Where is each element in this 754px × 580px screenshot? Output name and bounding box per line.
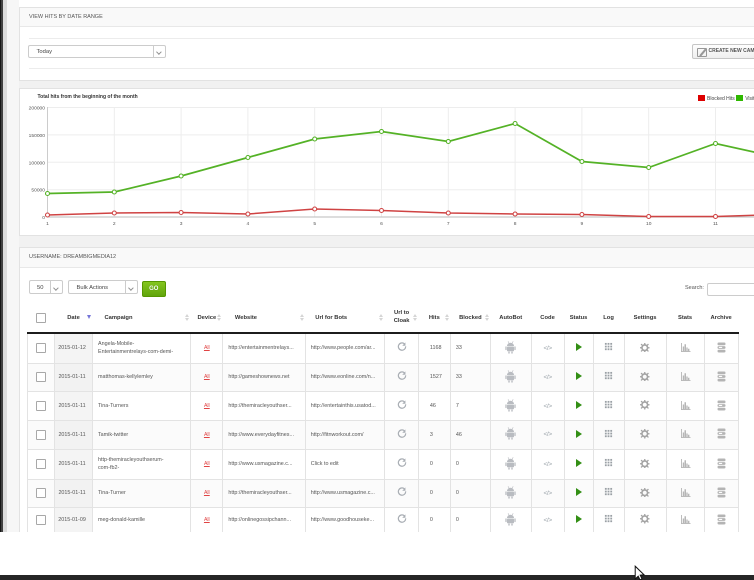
svg-text:11: 11 — [712, 221, 717, 227]
svg-text:3: 3 — [179, 221, 182, 227]
svg-text:200000: 200000 — [28, 105, 45, 111]
svg-text:2: 2 — [112, 221, 115, 227]
svg-text:10: 10 — [645, 221, 651, 227]
svg-text:1: 1 — [46, 221, 49, 227]
svg-text:8: 8 — [513, 221, 516, 227]
svg-text:150000: 150000 — [28, 132, 45, 138]
svg-text:7: 7 — [446, 221, 449, 227]
svg-text:50000: 50000 — [31, 187, 45, 193]
svg-text:100000: 100000 — [28, 160, 45, 166]
svg-text:0: 0 — [42, 215, 45, 221]
svg-text:6: 6 — [380, 221, 383, 227]
svg-text:5: 5 — [313, 221, 316, 227]
svg-text:4: 4 — [246, 221, 249, 227]
svg-text:9: 9 — [580, 221, 583, 227]
